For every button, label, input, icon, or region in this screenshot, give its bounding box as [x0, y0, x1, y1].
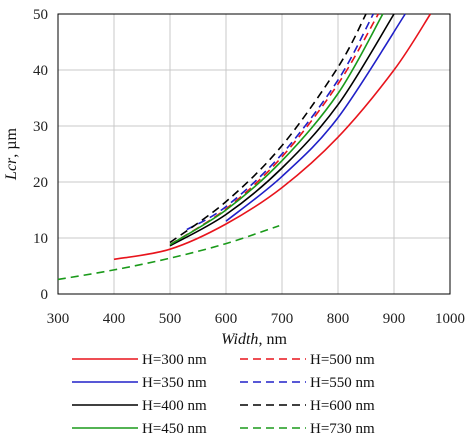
legend-label: H=550 nm [310, 375, 375, 391]
series-line-h-300-nm [113, 13, 432, 261]
y-tick-label: 20 [33, 175, 48, 191]
series-line-h-600-nm [169, 13, 367, 244]
series-line-h-550-nm [186, 13, 375, 231]
series-line-h-450-nm [169, 13, 384, 246]
legend-label: H=600 nm [310, 398, 375, 414]
x-tick-label: 800 [327, 311, 350, 327]
legend-label: H=400 nm [142, 398, 207, 414]
y-axis-label-italic: Lcr [3, 157, 20, 181]
x-tick-label: 400 [103, 311, 126, 327]
y-axis-label: Lcr, µm [3, 128, 20, 181]
y-tick-label: 40 [33, 63, 48, 79]
series-line-h-400-nm [169, 13, 395, 247]
series-line-h-500-nm [169, 13, 379, 246]
x-axis-label-italic: Width [221, 331, 258, 348]
x-tick-label: 900 [383, 311, 406, 327]
plot-frame [57, 13, 451, 295]
y-tick-label: 30 [33, 119, 48, 135]
y-tick-label: 10 [33, 231, 48, 247]
x-axis-label-unit: , nm [258, 331, 287, 348]
legend-label: H=500 nm [310, 352, 375, 368]
x-tick-label: 700 [271, 311, 294, 327]
series-line-h-350-nm [225, 13, 406, 222]
y-tick-label: 50 [33, 7, 48, 23]
axis-ticks: 300 400 500 600 700 800 900 1000 0 10 20 30 40 50 [33, 7, 465, 327]
legend-label: H=450 nm [142, 421, 207, 437]
y-axis-label-unit: , µm [3, 128, 20, 158]
legend: H=300 nm H=500 nm H=350 nm H=550 nm H=400 nm… [72, 352, 375, 437]
legend-label: H=730 nm [310, 421, 375, 437]
x-tick-label: 600 [215, 311, 238, 327]
legend-label: H=300 nm [142, 352, 207, 368]
x-tick-label: 500 [159, 311, 182, 327]
series-line-h-730-nm [57, 224, 280, 281]
x-tick-label: 1000 [435, 311, 465, 327]
legend-label: H=350 nm [142, 375, 207, 391]
x-axis-label: Width, nm [221, 331, 287, 348]
y-tick-label: 0 [41, 287, 49, 303]
plot-lines [57, 13, 432, 281]
x-tick-label: 300 [47, 311, 70, 327]
grid [57, 13, 451, 295]
